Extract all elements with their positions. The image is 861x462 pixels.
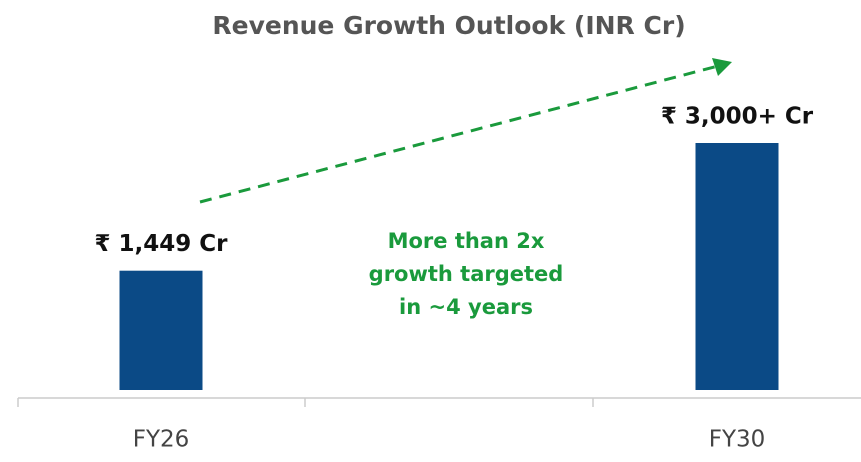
arrow-head [712,58,732,76]
data-label: ₹ 3,000+ Cr [661,104,814,130]
x-tick-label: FY30 [709,427,766,453]
annotation: in ~4 years [399,295,533,319]
annotation: growth targeted [369,262,564,286]
bar [119,270,203,390]
annotation: More than 2x [388,229,545,253]
chart-title: Revenue Growth Outlook (INR Cr) [212,11,685,40]
data-label: ₹ 1,449 Cr [95,231,229,257]
bar [695,143,779,390]
trend-arrow [199,64,719,204]
x-tick-label: FY26 [133,427,190,453]
